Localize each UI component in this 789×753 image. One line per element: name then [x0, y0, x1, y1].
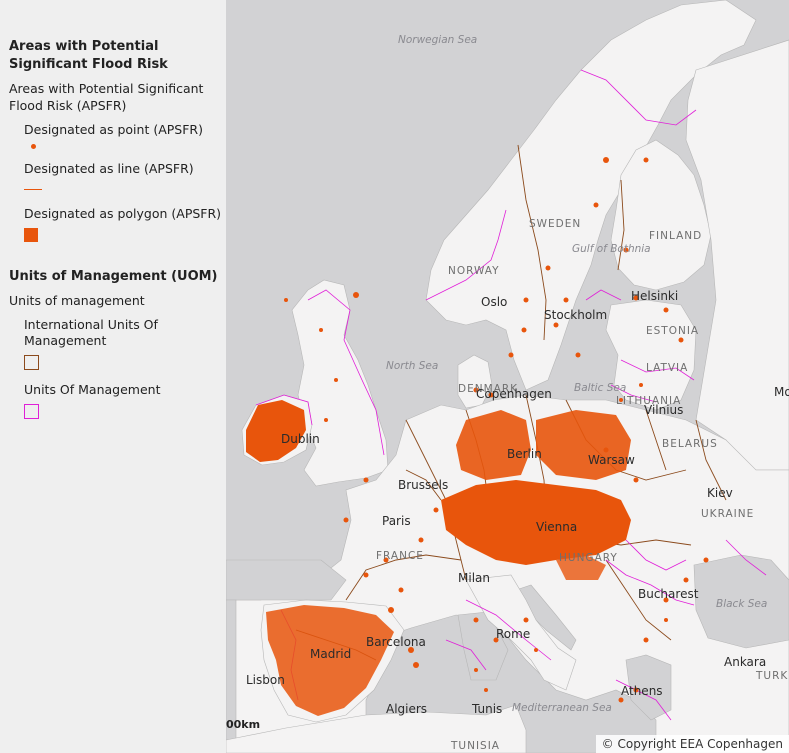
bay-of-biscay — [226, 559, 347, 601]
city-label: Lisbon — [246, 673, 285, 687]
legend-panel: Areas with Potential Significant Flood R… — [0, 0, 226, 753]
land-denmark — [457, 354, 493, 409]
legend-subtitle-apsfr: Areas with Potential Significant Flood R… — [9, 81, 204, 113]
city-label: Madrid — [310, 647, 352, 661]
city-label: Barcelona — [366, 635, 426, 649]
country-label: FRANCE — [376, 550, 424, 562]
apsfr-hungary — [556, 555, 606, 580]
country-label: UKRAINE — [701, 508, 755, 520]
city-label: Rome — [496, 627, 531, 641]
apsfr-polygons — [246, 400, 631, 716]
city-label: Paris — [382, 514, 411, 528]
country-label: NORWAY — [448, 265, 500, 277]
polygon-icon — [24, 228, 38, 242]
city-label: Brussels — [398, 478, 449, 492]
city-label: Mo — [774, 385, 789, 399]
uom-boundaries — [255, 69, 767, 721]
land-italy — [465, 574, 577, 691]
city-label: Vilnius — [644, 403, 684, 417]
city-label: Helsinki — [631, 289, 679, 303]
legend-item-point: Designated as point (APSFR) — [24, 122, 226, 149]
sea-label: North Sea — [386, 360, 439, 372]
legend-item-polygon: Designated as polygon (APSFR) — [24, 206, 226, 242]
city-label: Stockholm — [544, 308, 608, 322]
legend-subtitle-uom: Units of management — [9, 293, 145, 308]
city-label: Warsaw — [588, 453, 635, 467]
apsfr-ireland — [246, 400, 306, 462]
country-label: ESTONIA — [646, 325, 700, 337]
city-label: Ankara — [724, 655, 767, 669]
land-scandinavia — [425, 0, 757, 391]
map-canvas[interactable]: Norwegian Sea North Sea Baltic Sea Gulf … — [226, 0, 789, 753]
city-label: Copenhagen — [476, 387, 552, 401]
uom-icon — [24, 404, 39, 419]
land-baltics — [605, 299, 697, 411]
city-label: Oslo — [481, 295, 508, 309]
country-label: TUNISIA — [451, 740, 500, 752]
legend-item-intl-uom: International Units Of Management — [24, 317, 226, 370]
city-label: Bucharest — [638, 587, 699, 601]
map-svg — [226, 0, 789, 753]
legend-group-uom: Units of Management (UOM) Units of manag… — [9, 268, 226, 419]
atlantic-west — [226, 599, 237, 753]
country-label: LITHUANIA — [616, 395, 682, 407]
point-icon — [31, 144, 36, 149]
intl-uom-icon — [24, 355, 39, 370]
aegean — [625, 654, 672, 721]
legend-item-label: Designated as point (APSFR) — [24, 122, 203, 137]
legend-item-uom: Units Of Management — [24, 382, 226, 419]
city-label: Milan — [458, 571, 490, 585]
black-sea — [693, 554, 789, 649]
country-label: BELARUS — [662, 438, 718, 450]
city-label: Athens — [621, 684, 663, 698]
land-east — [685, 39, 789, 471]
country-label: LATVIA — [646, 362, 689, 374]
country-label: TURKEY — [756, 670, 789, 682]
attribution[interactable]: © Copyright EEA Copenhagen — [595, 735, 789, 753]
apsfr-iberia — [266, 605, 394, 716]
country-label: SWEDEN — [529, 218, 582, 230]
apsfr-points — [284, 157, 709, 703]
apsfr-germany — [456, 410, 531, 480]
city-label: Dublin — [281, 432, 320, 446]
city-label: Tunis — [472, 702, 503, 716]
sea-label: Black Sea — [716, 598, 768, 610]
land-finland — [610, 139, 712, 291]
country-label: FINLAND — [649, 230, 703, 242]
city-label: Kiev — [707, 486, 733, 500]
line-icon — [24, 189, 42, 190]
legend-item-line: Designated as line (APSFR) — [24, 161, 226, 190]
legend-item-label: Designated as polygon (APSFR) — [24, 206, 222, 221]
apsfr-central — [441, 480, 631, 565]
legend-title-uom: Units of Management (UOM) — [9, 269, 218, 284]
legend-item-label: Designated as line (APSFR) — [24, 161, 194, 176]
city-label: Berlin — [507, 447, 542, 461]
city-label: Vienna — [536, 520, 578, 534]
legend-group-apsfr: Areas with Potential Significant Flood R… — [9, 38, 226, 242]
land-gb — [291, 279, 389, 487]
country-label: HUNGARY — [559, 552, 618, 564]
sea-label: Mediterranean Sea — [512, 702, 612, 714]
apsfr-poland — [536, 410, 631, 480]
legend-item-label: Units Of Management — [24, 382, 161, 397]
legend-title-apsfr: Areas with Potential Significant Flood R… — [9, 39, 168, 72]
legend-item-label: International Units Of Management — [24, 317, 158, 348]
scale-bar: 00km — [226, 718, 261, 731]
land-africa — [226, 704, 527, 753]
sea-label: Norwegian Sea — [398, 34, 478, 46]
sea-label: Baltic Sea — [574, 382, 627, 394]
sea-label: Gulf of Bothnia — [572, 243, 651, 255]
country-label: DENMARK — [458, 383, 518, 395]
city-label: Algiers — [386, 702, 428, 716]
